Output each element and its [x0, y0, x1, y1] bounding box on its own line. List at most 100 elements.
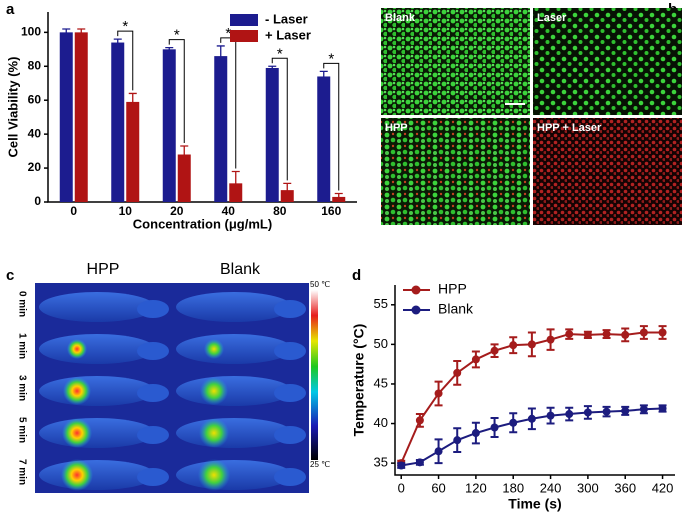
thermal-head [137, 426, 169, 444]
x-tick-label: 20 [170, 204, 184, 218]
significance-label: * [174, 27, 180, 44]
colorbar-max: 50 ℃ [310, 280, 330, 289]
x-tick-label: 40 [222, 204, 236, 218]
thermal-spot [200, 377, 228, 405]
error-bar [77, 28, 86, 37]
thermal-head [137, 342, 169, 360]
thermal-head [137, 300, 169, 318]
point [434, 389, 443, 398]
error-bar [231, 170, 240, 196]
panel-label: a [6, 1, 15, 18]
legend-label: Blank [438, 301, 474, 317]
y-axis-label: Cell Viability (%) [5, 57, 20, 158]
legend-label: HPP [438, 281, 467, 297]
y-axis-label: Temperature (°C) [351, 324, 367, 437]
thermal-body [176, 334, 292, 364]
error-bar [165, 46, 174, 52]
y-tick-label: 20 [28, 160, 42, 174]
legend-swatch [230, 30, 258, 42]
point [546, 335, 555, 344]
row-label: 3 min [16, 375, 27, 401]
error-bar [319, 70, 328, 83]
x-tick-label: 360 [614, 480, 636, 495]
point [583, 330, 592, 339]
point [658, 404, 667, 413]
point [602, 330, 611, 339]
y-tick-label: 45 [374, 375, 388, 390]
point [415, 416, 424, 425]
thermal-spot [199, 418, 229, 448]
bar [126, 101, 140, 202]
point [490, 346, 499, 355]
point [509, 341, 518, 350]
point [546, 411, 555, 420]
legend-swatch [230, 14, 258, 26]
error-bar [268, 65, 277, 71]
thermal-spot [198, 459, 230, 491]
point [490, 423, 499, 432]
thermal-head [274, 384, 306, 402]
x-tick-label: 60 [431, 480, 445, 495]
point [583, 408, 592, 417]
y-tick-label: 60 [28, 92, 42, 106]
micrograph-label: HPP [385, 122, 408, 134]
point [415, 458, 424, 467]
thermal-spot [61, 459, 93, 491]
point [397, 461, 406, 470]
y-tick-label: 35 [374, 455, 388, 470]
y-tick-label: 55 [374, 296, 388, 311]
y-tick-label: 80 [28, 58, 42, 72]
x-tick-label: 10 [119, 204, 133, 218]
thermal-head [274, 468, 306, 486]
point [565, 330, 574, 339]
thermal-spot [67, 339, 87, 359]
thermal-spot [63, 377, 91, 405]
column-label: Blank [220, 261, 261, 278]
micrograph [381, 8, 530, 115]
x-axis-label: Time (s) [508, 496, 561, 512]
point [509, 418, 518, 427]
colorbar [311, 290, 318, 460]
point [434, 447, 443, 456]
micrograph-label: HPP + Laser [537, 122, 602, 134]
significance-label: * [328, 50, 334, 67]
x-tick-label: 0 [70, 204, 77, 218]
x-tick-label: 240 [540, 480, 562, 495]
y-tick-label: 0 [34, 194, 41, 208]
significance-label: * [122, 18, 128, 35]
thermal-head [274, 300, 306, 318]
legend-label: - Laser [265, 11, 308, 26]
micrograph-label: Blank [385, 12, 416, 24]
point [621, 406, 630, 415]
x-axis-label: Concentration (μg/mL) [133, 216, 272, 231]
significance-bracket [220, 37, 237, 169]
bar [59, 32, 73, 202]
error-bar [180, 145, 189, 164]
point [565, 410, 574, 419]
y-tick-label: 40 [28, 126, 42, 140]
thermal-head [137, 384, 169, 402]
colorbar-min: 25 ℃ [310, 460, 330, 469]
point [602, 407, 611, 416]
bar [111, 42, 125, 203]
y-tick-label: 50 [374, 336, 388, 351]
point [639, 328, 648, 337]
thermal-body [39, 292, 155, 322]
thermal-head [274, 426, 306, 444]
significance-bracket [271, 57, 288, 181]
y-tick-label: 100 [21, 25, 41, 39]
point [453, 368, 462, 377]
row-label: 0 min [16, 291, 27, 317]
error-bar [216, 45, 225, 67]
x-tick-label: 120 [465, 480, 487, 495]
bar [162, 49, 176, 203]
y-tick-label: 40 [374, 415, 388, 430]
significance-label: * [225, 25, 231, 42]
point [621, 330, 630, 339]
x-tick-label: 420 [652, 480, 674, 495]
bar [74, 32, 88, 202]
point [527, 414, 536, 423]
legend-label: + Laser [265, 27, 311, 42]
point [453, 436, 462, 445]
point [658, 328, 667, 337]
